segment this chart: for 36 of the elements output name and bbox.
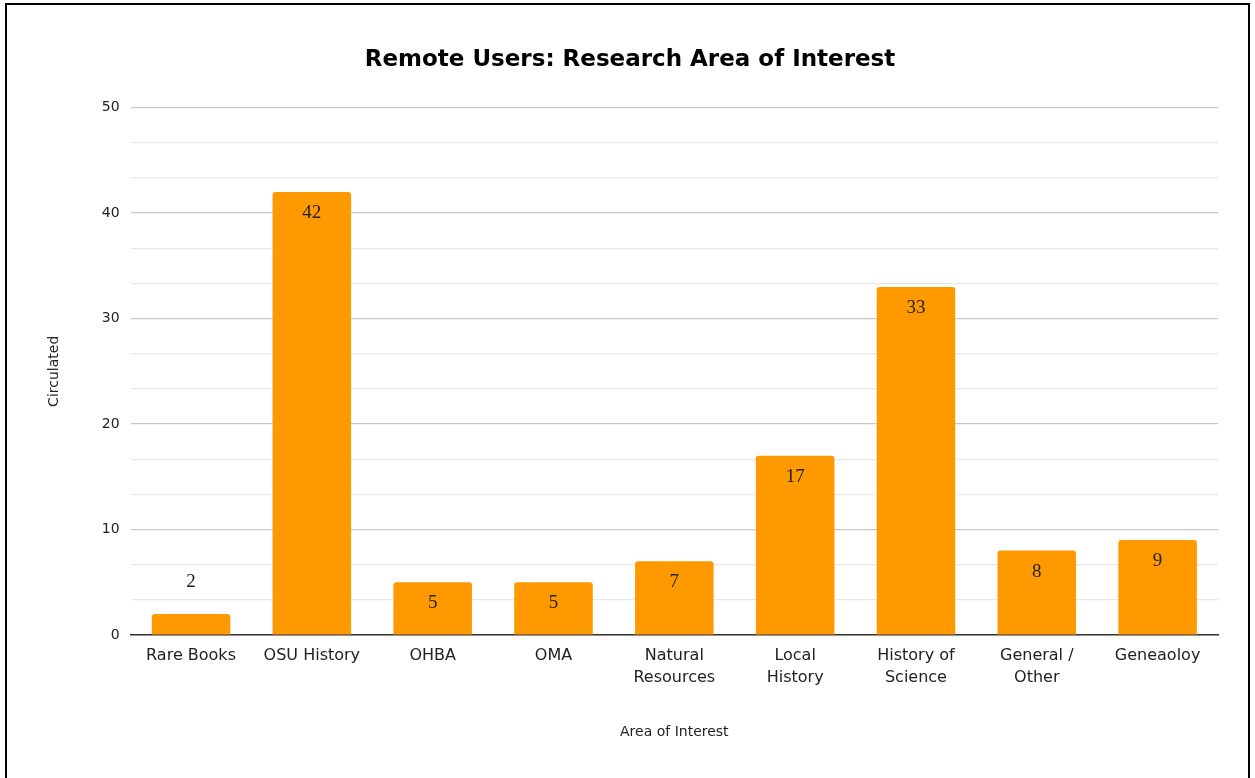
y-axis-title: Circulated — [45, 335, 62, 407]
y-tick-label: 30 — [101, 309, 120, 326]
bar — [393, 582, 472, 635]
bar — [635, 561, 714, 635]
bar — [997, 550, 1077, 635]
data-label: 17 — [785, 464, 805, 486]
data-label: 8 — [1032, 559, 1042, 581]
y-tick-label: 50 — [101, 98, 120, 115]
bar — [151, 613, 231, 635]
x-tick-label: OHBA — [409, 644, 456, 664]
x-tick-label: Natural Resources — [633, 644, 716, 686]
bar — [755, 455, 835, 635]
data-label: 2 — [186, 569, 196, 591]
y-tick-label: 10 — [101, 520, 120, 537]
x-tick-label: Local History — [766, 644, 824, 686]
y-tick-label: 20 — [101, 414, 120, 431]
data-label: 5 — [548, 591, 559, 613]
data-label: 7 — [669, 570, 680, 592]
x-tick-label: History of Science — [877, 644, 956, 686]
y-tick-label: 0 — [110, 625, 120, 642]
bar — [876, 286, 956, 635]
data-label: 5 — [427, 591, 438, 613]
data-label: 33 — [906, 295, 926, 317]
bar — [272, 191, 352, 635]
y-tick-label: 40 — [101, 203, 120, 220]
x-tick-label: OSU History — [263, 644, 361, 664]
x-tick-label: Rare Books — [146, 644, 236, 664]
x-tick-label: OMA — [534, 644, 573, 664]
data-label: 9 — [1152, 549, 1163, 571]
data-label: 42 — [302, 200, 322, 222]
x-tick-label: Geneaoloy — [1114, 644, 1201, 664]
bar — [1118, 540, 1197, 635]
bar — [514, 582, 593, 635]
x-axis-title: Area of Interest — [620, 723, 730, 740]
x-tick-label: General / Other — [1000, 644, 1075, 686]
chart-title: Remote Users: Research Area of Interest — [364, 44, 896, 71]
